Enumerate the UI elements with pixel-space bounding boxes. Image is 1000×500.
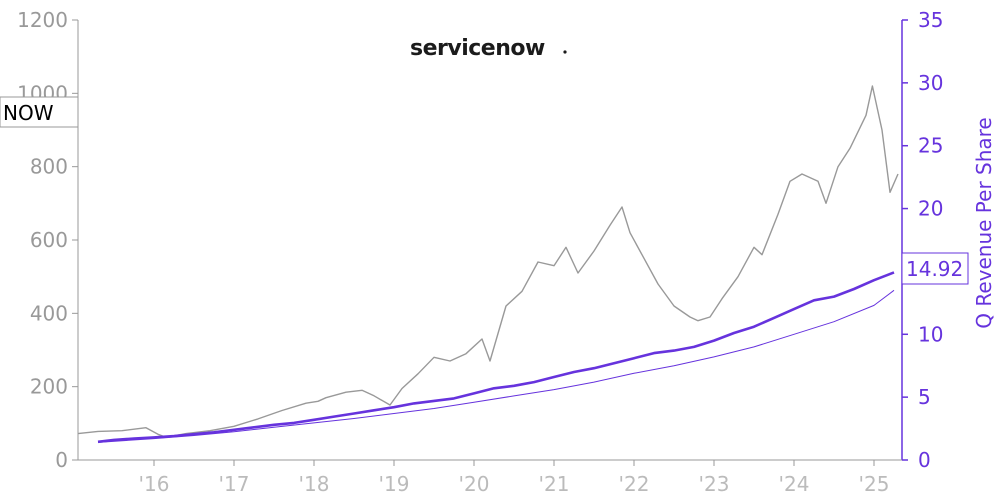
left-tick-label: 0 bbox=[55, 448, 68, 472]
x-tick-label: '16 bbox=[139, 472, 170, 496]
logo-text: servicenow bbox=[410, 36, 545, 61]
ticker-label: NOW bbox=[0, 96, 79, 128]
right-tick-label: 35 bbox=[918, 8, 943, 32]
ticker-text: NOW bbox=[3, 101, 54, 125]
x-tick-label: '25 bbox=[859, 472, 890, 496]
revenue-per-share-line bbox=[97, 271, 895, 444]
left-tick-label: 1200 bbox=[17, 8, 68, 32]
current-value-box bbox=[901, 252, 969, 285]
price-line bbox=[77, 85, 899, 438]
right-tick-label: 20 bbox=[918, 197, 943, 221]
x-tick-label: '21 bbox=[539, 472, 570, 496]
right-tick-label: 0 bbox=[918, 448, 931, 472]
left-tick-label: 600 bbox=[30, 228, 68, 252]
left-tick-label: 200 bbox=[30, 375, 68, 399]
x-tick-label: '18 bbox=[299, 472, 330, 496]
left-tick-label: 800 bbox=[30, 155, 68, 179]
current-value-text: 14.92 bbox=[906, 257, 963, 281]
logo-dot-icon bbox=[563, 50, 567, 54]
right-tick-label: 25 bbox=[918, 134, 943, 158]
ticker-box bbox=[0, 96, 79, 128]
series-layer bbox=[77, 85, 899, 444]
left-tick-label: 400 bbox=[30, 301, 68, 325]
servicenow-logo: servicenow bbox=[410, 36, 567, 61]
x-tick-label: '22 bbox=[619, 472, 650, 496]
x-tick-label: '23 bbox=[699, 472, 730, 496]
x-tick-label: '17 bbox=[219, 472, 250, 496]
x-tick-label: '20 bbox=[459, 472, 490, 496]
right-tick-label: 30 bbox=[918, 71, 943, 95]
current-value-label: 14.92 bbox=[901, 252, 969, 285]
right-axis-title: Q Revenue Per Share bbox=[972, 117, 996, 329]
x-tick-label: '19 bbox=[379, 472, 410, 496]
right-tick-label: 10 bbox=[918, 322, 943, 346]
right-tick-label: 5 bbox=[918, 385, 931, 409]
x-tick-label: '24 bbox=[779, 472, 810, 496]
revenue-trend-line bbox=[97, 289, 895, 443]
axes-layer: 02004006008001000120005101520253035'16'1… bbox=[17, 8, 943, 496]
